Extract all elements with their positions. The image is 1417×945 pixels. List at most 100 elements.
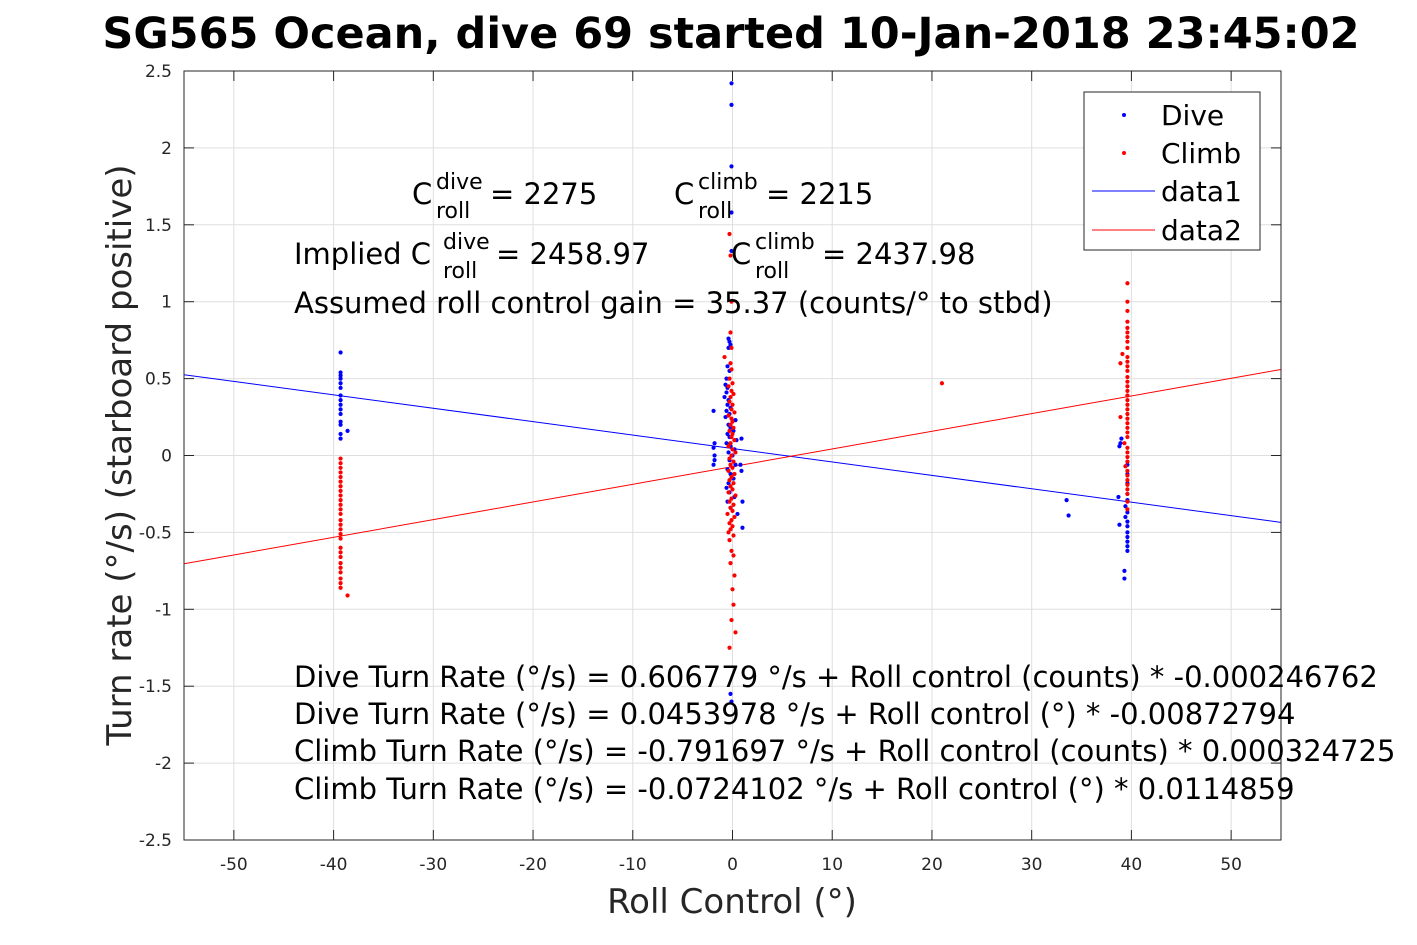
dive-point — [725, 364, 730, 369]
climb-point — [729, 434, 734, 440]
climb-point — [726, 490, 731, 495]
implied-prefix: Implied C — [294, 237, 431, 271]
dive-point — [712, 453, 717, 458]
dive-point — [1064, 498, 1069, 503]
dive-point — [1116, 494, 1121, 500]
dive-point — [728, 691, 733, 696]
dive-point — [711, 408, 716, 413]
climb-point — [729, 496, 734, 501]
climb-point — [728, 422, 733, 427]
climb-point — [731, 602, 736, 607]
climb-point — [338, 561, 343, 566]
climb-point — [728, 394, 733, 400]
climb-point — [728, 484, 733, 489]
climb-point — [1125, 411, 1130, 417]
dive-point — [1117, 444, 1122, 449]
climb-point — [730, 402, 735, 407]
chart-title: SG565 Ocean, dive 69 started 10-Jan-2018… — [102, 9, 1359, 59]
dive-point — [726, 345, 731, 350]
climb-points — [338, 231, 1130, 650]
climb-point — [338, 461, 343, 466]
y-tick-label: -0.5 — [139, 523, 172, 543]
climb-point — [1125, 430, 1130, 435]
climb-point — [338, 570, 343, 575]
c-dive-subscript: roll — [436, 199, 470, 224]
climb-point — [729, 617, 734, 623]
c-climb-value: = 2215 — [766, 177, 873, 211]
x-tick-labels: -50 -40 -30 -20 -10 0 10 20 30 40 50 — [220, 855, 1242, 875]
climb-point — [733, 493, 738, 498]
dive-point — [338, 385, 343, 390]
climb-point — [338, 531, 343, 537]
climb-point — [1125, 334, 1130, 340]
climb-point — [732, 471, 737, 477]
dive-point — [725, 431, 730, 437]
climb-point — [727, 499, 732, 504]
legend-dive-label: Dive — [1161, 99, 1224, 132]
dive-point — [338, 393, 343, 398]
climb-point — [729, 345, 734, 350]
climb-point — [1125, 407, 1130, 412]
climb-point — [728, 361, 733, 366]
climb-point — [730, 447, 735, 452]
axis-ticks — [184, 70, 1281, 841]
climb-point — [1125, 354, 1130, 360]
dive-point — [338, 407, 343, 412]
dive-point — [724, 441, 729, 446]
climb-point — [731, 459, 736, 464]
dive-point — [1122, 576, 1127, 581]
dive-point — [1122, 568, 1127, 573]
dive-point — [733, 462, 738, 467]
climb-point — [731, 533, 736, 538]
dive-point — [729, 248, 734, 254]
climb-point — [733, 630, 738, 635]
x-tick-label: 50 — [1220, 855, 1242, 875]
dive-point — [338, 370, 343, 375]
climb-point — [729, 407, 734, 412]
climb-point — [338, 565, 343, 570]
implied-dive-superscript: dive — [443, 230, 490, 255]
climb-point — [345, 593, 350, 598]
climb-point — [725, 511, 730, 517]
dive-equation-degrees: Dive Turn Rate (°/s) = 0.0453978 °/s + R… — [294, 697, 1295, 731]
climb-point — [1125, 487, 1130, 492]
climb-point — [728, 462, 733, 467]
climb-point — [338, 456, 343, 461]
climb-point — [729, 367, 734, 372]
dive-point — [1125, 519, 1130, 524]
climb-point — [338, 474, 343, 480]
climb-point — [1125, 379, 1130, 384]
x-tick-label: -50 — [220, 855, 248, 875]
y-tick-label: 1.5 — [145, 216, 172, 236]
dive-point — [1125, 548, 1130, 553]
legend-dive-marker — [1122, 113, 1126, 117]
climb-point — [1125, 478, 1130, 483]
climb-point — [1125, 281, 1130, 286]
y-tick-label: 0.5 — [145, 370, 172, 390]
climb-point — [939, 381, 945, 386]
x-tick-label: -40 — [320, 855, 348, 875]
climb-point — [727, 521, 732, 526]
climb-point — [338, 536, 343, 541]
c-climb-base: C — [674, 177, 694, 211]
c-dive-value: = 2275 — [490, 177, 597, 211]
dive-point — [338, 373, 343, 378]
climb-point — [1125, 468, 1130, 473]
dive-point — [338, 419, 343, 424]
legend-data2-label: data2 — [1161, 214, 1242, 247]
climb-point — [727, 478, 732, 483]
implied-climb-value: = 2437.98 — [822, 237, 975, 271]
c-climb-subscript: roll — [698, 199, 732, 224]
climb-point — [338, 502, 343, 507]
implied-climb-subscript: roll — [755, 259, 789, 284]
climb-point — [338, 517, 343, 523]
regression-equations: Dive Turn Rate (°/s) = 0.606779 °/s + Ro… — [294, 660, 1395, 806]
climb-point — [730, 508, 735, 513]
dive-point — [338, 422, 343, 427]
y-tick-label: 1 — [161, 293, 172, 313]
legend: Dive Climb data1 data2 — [1083, 91, 1261, 251]
implied-dive-value: = 2458.97 — [496, 237, 649, 271]
climb-point — [338, 550, 343, 555]
dive-point — [338, 376, 343, 381]
